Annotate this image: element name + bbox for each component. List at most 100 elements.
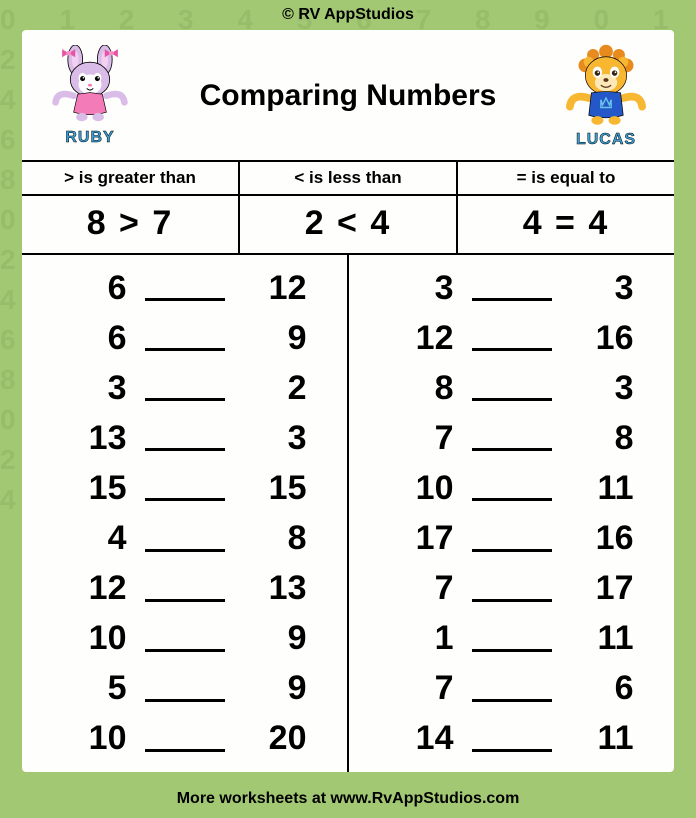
problem-left-number: 5 xyxy=(57,669,127,708)
legend-equal: = is equal to 4 = 4 xyxy=(458,162,674,253)
answer-blank[interactable] xyxy=(145,676,225,702)
problem-left-number: 6 xyxy=(57,319,127,358)
copyright-text: © RV AppStudios xyxy=(282,6,414,24)
ruby-icon xyxy=(49,45,131,127)
answer-blank[interactable] xyxy=(145,626,225,652)
problem-right-number: 2 xyxy=(243,369,313,408)
problem-row: 14 11 xyxy=(365,714,658,764)
answer-blank[interactable] xyxy=(472,475,552,501)
problem-right-number: 16 xyxy=(570,519,640,558)
lucas-name-label: LUCAS xyxy=(576,131,636,149)
problem-row: 32 xyxy=(38,363,331,413)
answer-blank[interactable] xyxy=(472,375,552,401)
problem-right-number: 11 xyxy=(570,619,640,658)
problem-right-number: 3 xyxy=(570,369,640,408)
answer-blank[interactable] xyxy=(472,325,552,351)
problem-row: 76 xyxy=(365,664,658,714)
page-title: Comparing Numbers xyxy=(140,79,556,113)
legend-less: < is less than 2 < 4 xyxy=(240,162,458,253)
answer-blank[interactable] xyxy=(472,425,552,451)
answer-blank[interactable] xyxy=(145,576,225,602)
problem-right-number: 8 xyxy=(570,419,640,458)
problem-left-number: 3 xyxy=(57,369,127,408)
problem-left-number: 12 xyxy=(57,569,127,608)
problem-right-number: 20 xyxy=(243,719,313,758)
problems-left-column: 61269321331515481213109591020 xyxy=(22,255,349,772)
answer-blank[interactable] xyxy=(472,676,552,702)
problem-left-number: 10 xyxy=(57,619,127,658)
problem-right-number: 12 xyxy=(243,269,313,308)
problem-left-number: 10 xyxy=(384,469,454,508)
problem-right-number: 9 xyxy=(243,669,313,708)
problem-left-number: 7 xyxy=(384,669,454,708)
legend-greater-example: 8 > 7 xyxy=(22,196,238,253)
problem-row: 10 20 xyxy=(38,714,331,764)
problem-right-number: 3 xyxy=(570,269,640,308)
problem-row: 1716 xyxy=(365,513,658,563)
legend-equal-label: = is equal to xyxy=(458,162,674,196)
header-row: RUBY Comparing Numbers xyxy=(22,30,674,160)
problem-left-number: 14 xyxy=(384,719,454,758)
problem-left-number: 7 xyxy=(384,569,454,608)
legend-equal-example: 4 = 4 xyxy=(458,196,674,253)
problem-left-number: 13 xyxy=(57,419,127,458)
answer-blank[interactable] xyxy=(145,726,225,752)
problem-right-number: 16 xyxy=(570,319,640,358)
answer-blank[interactable] xyxy=(145,475,225,501)
answer-blank[interactable] xyxy=(145,425,225,451)
problem-right-number: 6 xyxy=(570,669,640,708)
problem-row: 6 12 xyxy=(38,263,331,313)
problems-right-column: 331216837810111716717111761411 xyxy=(349,255,674,772)
worksheet-sheet: RUBY Comparing Numbers xyxy=(22,30,674,772)
ruby-name-label: RUBY xyxy=(65,129,114,147)
problem-row: 10 11 xyxy=(365,463,658,513)
problem-left-number: 12 xyxy=(384,319,454,358)
problem-left-number: 8 xyxy=(384,369,454,408)
answer-blank[interactable] xyxy=(472,726,552,752)
legend-greater: > is greater than 8 > 7 xyxy=(22,162,240,253)
problem-row: 111 xyxy=(365,614,658,664)
answer-blank[interactable] xyxy=(145,325,225,351)
problem-left-number: 6 xyxy=(57,269,127,308)
problem-row: 69 xyxy=(38,313,331,363)
problem-left-number: 10 xyxy=(57,719,127,758)
answer-blank[interactable] xyxy=(472,526,552,552)
problem-left-number: 15 xyxy=(57,469,127,508)
problem-row: 83 xyxy=(365,363,658,413)
problem-row: 33 xyxy=(365,263,658,313)
answer-blank[interactable] xyxy=(472,576,552,602)
answer-blank[interactable] xyxy=(472,626,552,652)
problem-right-number: 17 xyxy=(570,569,640,608)
legend-less-example: 2 < 4 xyxy=(240,196,456,253)
problem-right-number: 15 xyxy=(243,469,313,508)
problem-left-number: 17 xyxy=(384,519,454,558)
answer-blank[interactable] xyxy=(145,526,225,552)
answer-blank[interactable] xyxy=(145,375,225,401)
problem-left-number: 1 xyxy=(384,619,454,658)
problem-right-number: 9 xyxy=(243,619,313,658)
problems-area: 61269321331515481213109591020 3312168378… xyxy=(22,255,674,772)
problem-row: 78 xyxy=(365,413,658,463)
answer-blank[interactable] xyxy=(472,275,552,301)
problem-right-number: 3 xyxy=(243,419,313,458)
problem-left-number: 7 xyxy=(384,419,454,458)
problem-row: 13 3 xyxy=(38,413,331,463)
character-lucas: LUCAS xyxy=(556,43,656,149)
problem-row: 59 xyxy=(38,664,331,714)
legend-row: > is greater than 8 > 7 < is less than 2… xyxy=(22,160,674,255)
problem-row: 10 9 xyxy=(38,614,331,664)
problem-right-number: 13 xyxy=(243,569,313,608)
problem-right-number: 11 xyxy=(570,719,640,758)
problem-row: 48 xyxy=(38,513,331,563)
problem-left-number: 4 xyxy=(57,519,127,558)
answer-blank[interactable] xyxy=(145,275,225,301)
problem-right-number: 11 xyxy=(570,469,640,508)
footer-text: More worksheets at www.RvAppStudios.com xyxy=(177,790,520,808)
problem-left-number: 3 xyxy=(384,269,454,308)
legend-greater-label: > is greater than xyxy=(22,162,238,196)
problem-row: 1515 xyxy=(38,463,331,513)
problem-row: 12 16 xyxy=(365,313,658,363)
lucas-icon xyxy=(563,43,649,129)
problem-right-number: 8 xyxy=(243,519,313,558)
legend-less-label: < is less than xyxy=(240,162,456,196)
